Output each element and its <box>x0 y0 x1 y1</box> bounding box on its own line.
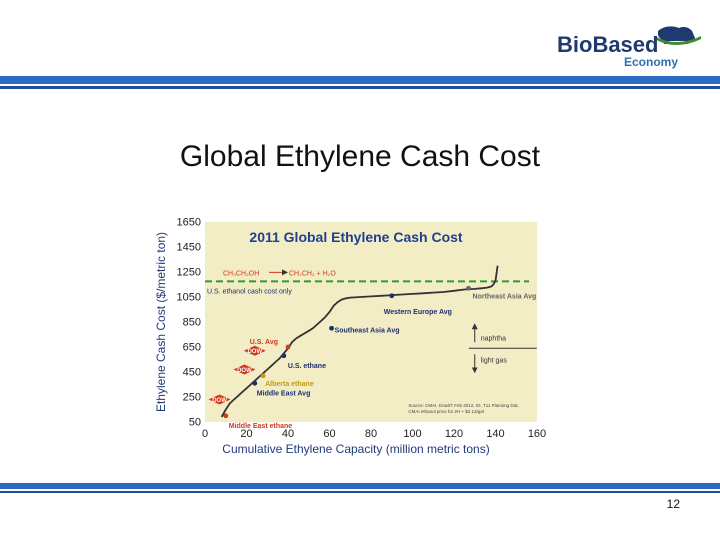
data-point-marker <box>389 293 395 299</box>
dow-diamond-icon <box>243 345 266 356</box>
y-tick-label: 1250 <box>177 267 201 279</box>
data-point-label: U.S. ethane <box>288 363 326 370</box>
dow-diamond-icon <box>208 394 231 405</box>
ethanol-reference-label: U.S. ethanol cash cost only <box>207 288 292 295</box>
x-tick-label: 40 <box>282 428 294 440</box>
x-tick-label: 80 <box>365 428 377 440</box>
page-number: 12 <box>666 497 680 511</box>
data-point-label: Alberta ethane <box>265 381 314 388</box>
x-axis-label: Cumulative Ethylene Capacity (million me… <box>222 442 489 456</box>
slide-title: Global Ethylene Cash Cost <box>179 140 541 173</box>
x-tick-label: 60 <box>323 428 335 440</box>
data-point-label: Northeast Asia Avg <box>473 293 537 300</box>
data-point-marker <box>223 413 229 419</box>
source-note-line2: CMAI ethanol price for 2H + $2.13/gal <box>408 409 483 414</box>
chart-title: 2011 Global Ethylene Cash Cost <box>249 229 463 245</box>
x-tick-label: 100 <box>403 428 421 440</box>
y-tick-label: 650 <box>183 342 201 354</box>
bottom-band-line <box>0 491 720 493</box>
data-point-marker <box>252 380 258 386</box>
bison-icon <box>658 26 695 44</box>
top-band-line <box>0 86 720 89</box>
bottom-band <box>0 483 720 489</box>
legend-label-bottom: light gas <box>481 357 508 364</box>
data-point-label: Middle East ethane <box>229 423 293 430</box>
cost-curve-line <box>220 265 499 418</box>
dow-badge-label: DOW <box>212 398 227 404</box>
data-point-label: U.S. Avg <box>250 339 278 346</box>
formula-label: CH₃CH₂OH <box>223 270 259 277</box>
data-point-marker <box>281 353 287 359</box>
logo-word1: BioBased <box>557 32 658 57</box>
formula-label: CH₂CH₂ + H₂O <box>289 270 336 277</box>
source-note-line1: Source: CMAI, Dow/IT Feb 2012, IO, T11 P… <box>408 403 518 408</box>
x-tick-label: 160 <box>528 428 546 440</box>
biobased-economy-logo: BioBased Economy <box>555 22 705 70</box>
top-band <box>0 76 720 84</box>
data-point-label: Middle East Avg <box>257 390 311 397</box>
data-point-label: Western Europe Avg <box>384 309 452 316</box>
y-tick-label: 1450 <box>177 242 201 254</box>
data-point-label: Southeast Asia Avg <box>335 327 400 334</box>
y-tick-label: 1650 <box>177 217 201 229</box>
y-axis-label: Ethylene Cash Cost ($/metric ton) <box>154 232 168 412</box>
legend-label-top: naphtha <box>481 335 506 342</box>
dow-badge-label: DOW <box>247 349 262 355</box>
y-tick-label: 50 <box>189 417 201 429</box>
x-tick-label: 0 <box>202 428 208 440</box>
data-point-marker <box>285 344 291 350</box>
data-point-marker <box>466 285 471 291</box>
logo-word2: Economy <box>624 55 678 69</box>
dow-diamond-icon <box>233 364 256 375</box>
plot-background <box>205 222 537 422</box>
data-point-marker <box>329 325 334 331</box>
x-tick-label: 20 <box>240 428 252 440</box>
y-tick-label: 1050 <box>177 292 201 304</box>
y-tick-label: 450 <box>183 367 201 379</box>
y-tick-label: 850 <box>183 317 201 329</box>
x-tick-label: 120 <box>445 428 463 440</box>
ethylene-cost-chart: 2011 Global Ethylene Cash Cost 50 250 450 6… <box>154 217 546 457</box>
data-point-marker <box>260 373 266 379</box>
dow-badge-label: DOW <box>237 368 252 374</box>
y-tick-label: 250 <box>183 392 201 404</box>
x-tick-label: 140 <box>486 428 504 440</box>
